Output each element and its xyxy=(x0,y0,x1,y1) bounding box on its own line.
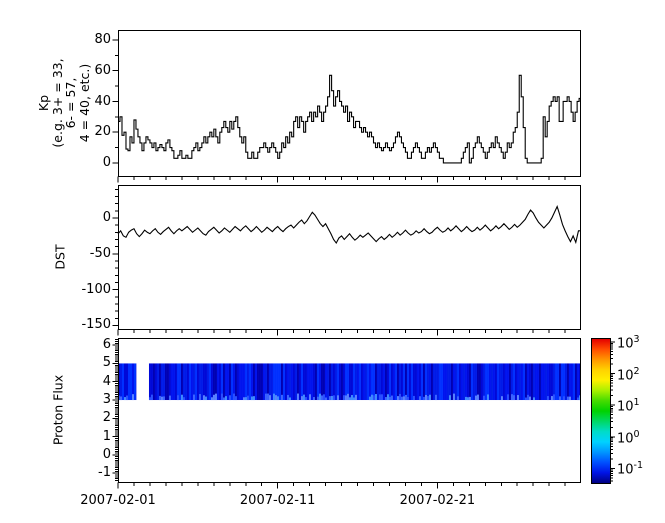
dst-y-tick-label: -50 xyxy=(89,245,111,261)
kp-y-tick-label: 20 xyxy=(94,124,111,140)
colorbar-tick-label: 102 xyxy=(617,365,640,383)
proton-y-tick-label: 4 xyxy=(102,373,111,389)
proton-y-tick-label: -1 xyxy=(98,465,111,481)
colorbar-tick-label: 103 xyxy=(617,334,640,352)
dst-y-tick-label: -150 xyxy=(81,317,111,333)
proton-flux-band xyxy=(118,363,580,401)
proton-y-tick-label: 1 xyxy=(102,428,111,444)
colorbar xyxy=(591,338,611,484)
colorbar-tick-label: 101 xyxy=(617,397,640,415)
kp-y-tick-label: 40 xyxy=(94,93,111,109)
kp-panel-box xyxy=(118,30,581,177)
proton-y-tick-label: 5 xyxy=(102,355,111,371)
kp-y-tick-label: 0 xyxy=(102,154,111,170)
kp-y-tick-label: 60 xyxy=(94,62,111,78)
data-series xyxy=(117,74,580,245)
kp-y-tick-label: 80 xyxy=(94,32,111,47)
proton-y-tick-label: 3 xyxy=(102,392,111,407)
x-tick-label: 2007-02-01 xyxy=(80,493,156,508)
x-tick-label: 2007-02-11 xyxy=(239,493,316,508)
dst-y-tick-label: 0 xyxy=(102,210,111,225)
proton-panel-box xyxy=(118,338,581,483)
colorbar-tick-label: 100 xyxy=(617,428,640,447)
dst-panel-box xyxy=(118,185,581,330)
x-tick-label: 2007-02-21 xyxy=(399,493,476,508)
proton-y-tick-label: 0 xyxy=(102,446,111,462)
proton-y-tick-label: 6 xyxy=(102,337,111,353)
colorbar-tick-label: 10-1 xyxy=(617,460,644,478)
dst-y-tick-label: -100 xyxy=(81,281,111,297)
proton-y-tick-label: 2 xyxy=(102,410,111,426)
kp-series-line xyxy=(118,74,580,164)
dst-series-line xyxy=(117,204,580,245)
axis-ticks xyxy=(112,39,615,489)
panel-boxes xyxy=(118,30,581,483)
